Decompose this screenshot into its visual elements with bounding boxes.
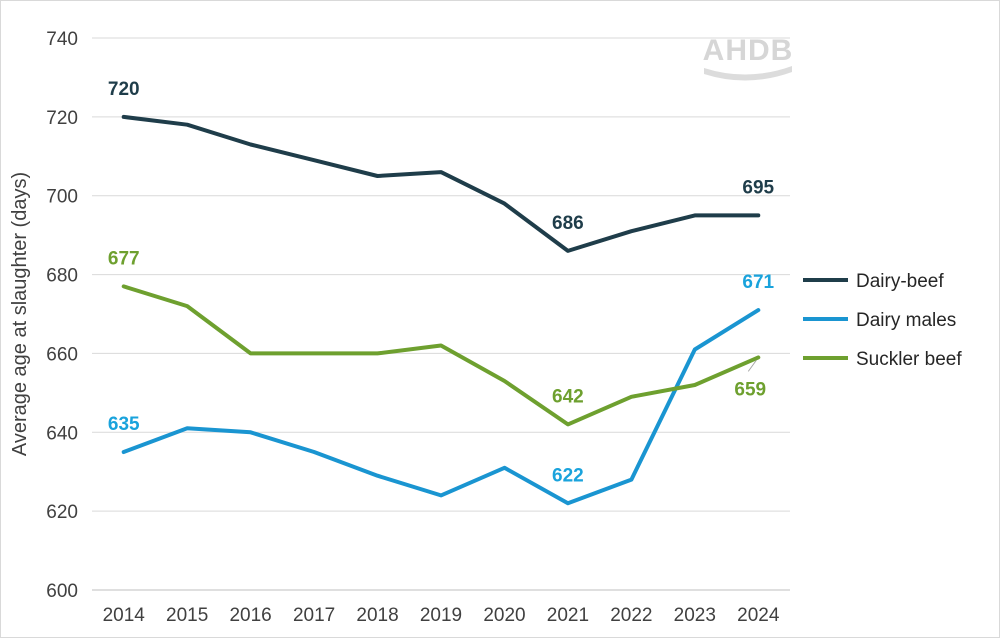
data-labels: 720 686 695 635 622 671 677 642 659 [108, 79, 775, 486]
legend-label: Dairy males [856, 310, 956, 331]
series-line-dairy-males [121, 308, 761, 506]
legend-label: Suckler beef [856, 349, 962, 370]
data-label: 695 [742, 177, 774, 198]
y-tick-label: 620 [46, 502, 78, 523]
data-label: 677 [108, 248, 140, 269]
data-label: 642 [552, 386, 584, 407]
y-axis-title: Average age at slaughter (days) [9, 172, 31, 456]
ahdb-logo: AHDB [703, 34, 794, 81]
y-tick-label: 600 [46, 581, 78, 602]
y-tick-label: 700 [46, 187, 78, 208]
logo-text: AHDB [703, 34, 794, 67]
gridlines [92, 37, 790, 591]
x-tick-label: 2017 [293, 605, 335, 626]
legend-label: Dairy-beef [856, 271, 944, 292]
x-tick-label: 2020 [483, 605, 525, 626]
logo-swoosh [704, 66, 792, 81]
legend: Dairy-beef Dairy males Suckler beef [803, 271, 962, 370]
data-label: 720 [108, 79, 140, 100]
x-tick-label: 2014 [103, 605, 146, 626]
series-line-dairy-beef [121, 114, 761, 253]
data-label: 686 [552, 213, 584, 234]
y-axis-ticks: 600 620 640 660 680 700 720 740 [46, 29, 78, 602]
x-tick-label: 2015 [166, 605, 208, 626]
x-tick-label: 2021 [547, 605, 589, 626]
x-tick-label: 2024 [737, 605, 780, 626]
x-tick-label: 2019 [420, 605, 462, 626]
x-tick-label: 2022 [610, 605, 652, 626]
label-leader-line [747, 360, 757, 372]
y-tick-label: 720 [46, 108, 78, 129]
y-tick-label: 640 [46, 423, 78, 444]
x-axis-ticks: 2014 2015 2016 2017 2018 2019 2020 2021 2022 2023… [103, 605, 780, 626]
data-label: 635 [108, 414, 140, 435]
data-label: 622 [552, 465, 584, 486]
x-tick-label: 2023 [674, 605, 716, 626]
x-tick-label: 2016 [229, 605, 271, 626]
y-tick-label: 680 [46, 266, 78, 287]
y-tick-label: 740 [46, 29, 78, 50]
series-line-suckler-beef [121, 284, 761, 427]
data-label: 671 [742, 272, 774, 293]
y-tick-label: 660 [46, 344, 78, 365]
data-label: 659 [734, 379, 766, 400]
x-tick-label: 2018 [356, 605, 398, 626]
series-lines [121, 114, 761, 506]
